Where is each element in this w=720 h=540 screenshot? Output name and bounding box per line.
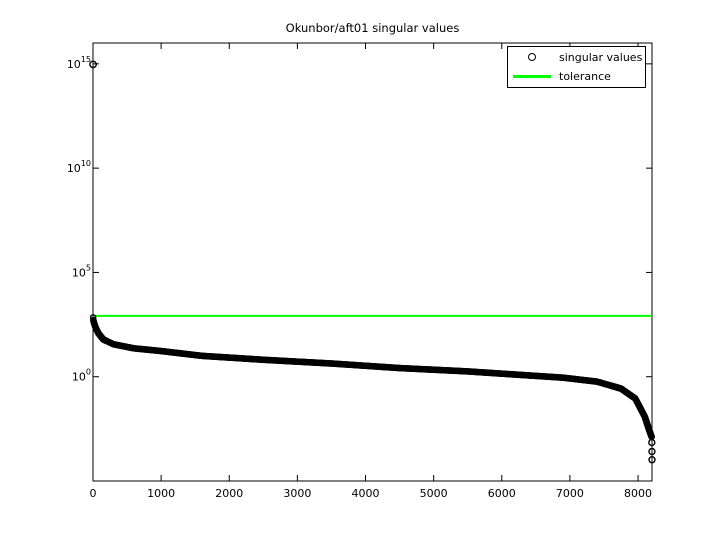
data-point [648,447,656,456]
x-tick-label: 0 [90,487,97,500]
data-point [648,438,656,447]
legend: singular values tolerance [507,46,646,88]
legend-marker-cell [508,75,556,79]
x-tick-label: 1000 [147,487,175,500]
x-tick-label: 5000 [420,487,448,500]
singular-values-series [89,60,656,464]
legend-entry-singular-values: singular values [508,48,645,67]
x-tick-label: 4000 [352,487,380,500]
data-point [648,456,656,464]
data-point [89,60,97,69]
axes-box [92,42,653,482]
y-tick-label: 105 [72,263,91,279]
legend-label-tolerance: tolerance [559,70,611,84]
y-tick-label: 100 [72,368,91,384]
x-axis-ticks: 0 1000 2000 3000 4000 5000 6000 7000 8000 [90,43,652,500]
legend-label-singular-values: singular values [559,50,643,64]
y-tick-label: 1015 [67,55,91,71]
x-tick-label: 3000 [283,487,311,500]
chart-title: Okunbor/aft01 singular values [285,21,460,35]
line-marker-icon [513,75,551,79]
circle-marker-icon [528,53,536,62]
x-tick-label: 7000 [556,487,584,500]
y-axis-ticks: 100 105 1010 1015 [67,55,652,384]
y-tick-label: 1010 [67,159,91,175]
legend-entry-tolerance: tolerance [508,67,645,86]
x-tick-label: 2000 [215,487,243,500]
legend-marker-cell [508,53,556,62]
x-tick-label: 6000 [488,487,516,500]
x-tick-label: 8000 [624,487,652,500]
